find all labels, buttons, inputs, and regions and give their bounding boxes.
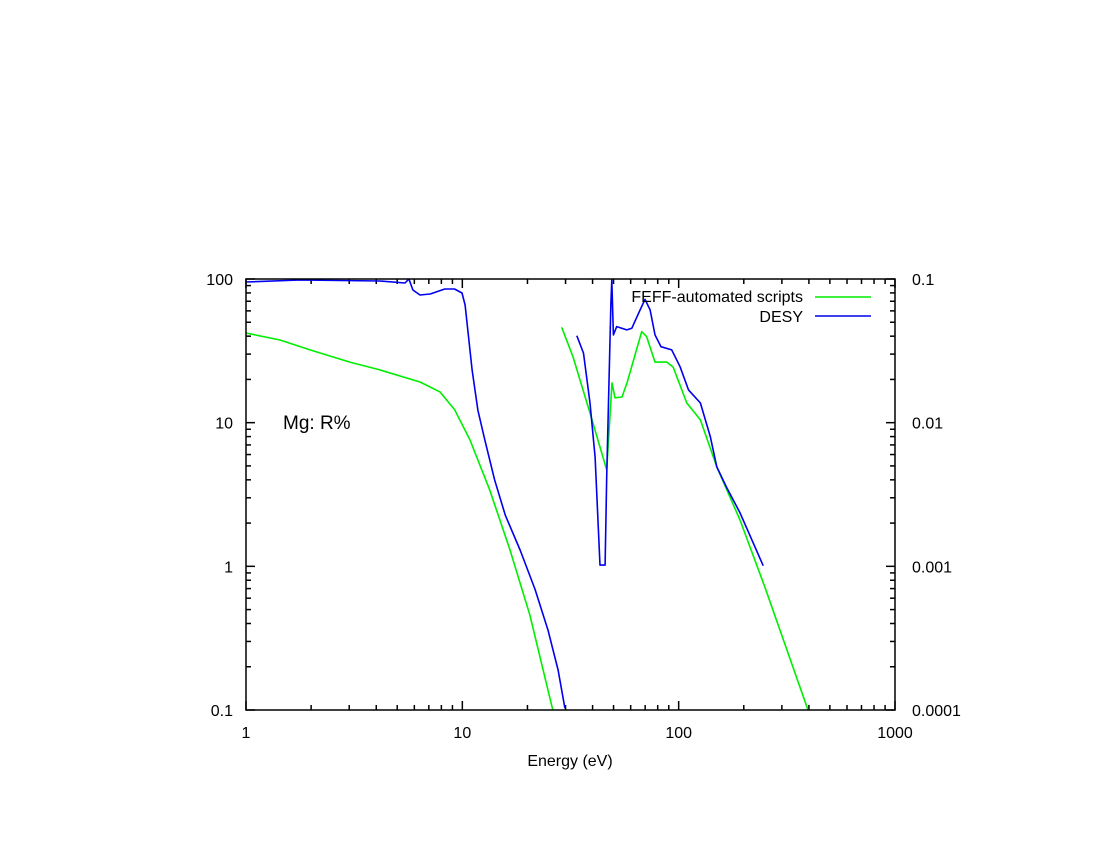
y-tick-label: 10 bbox=[215, 416, 233, 433]
annotation-label: Mg: R% bbox=[283, 413, 351, 434]
y2-tick-label: 0.0001 bbox=[912, 703, 961, 720]
x-tick-label: 100 bbox=[665, 725, 692, 742]
series-line-desy-segment-1 bbox=[576, 279, 764, 567]
axis-ticks bbox=[245, 278, 896, 711]
plot-frame bbox=[245, 278, 896, 711]
x-tick-label: 1 bbox=[242, 725, 251, 742]
legend-label-feff: FEFF-automated scripts bbox=[631, 289, 803, 306]
y2-tick-label: 0.1 bbox=[912, 272, 934, 289]
y2-tick-label: 0.01 bbox=[912, 416, 943, 433]
x-axis-label: Energy (eV) bbox=[527, 753, 612, 770]
legend: FEFF-automated scripts DESY bbox=[631, 289, 871, 326]
series-lines bbox=[246, 279, 809, 710]
legend-label-desy: DESY bbox=[759, 309, 803, 326]
y-tick-label: 1 bbox=[224, 559, 233, 576]
series-line-desy-segment-0 bbox=[246, 279, 566, 709]
y-tick-label: 100 bbox=[206, 272, 233, 289]
series-line-feff-segment-0 bbox=[246, 332, 554, 710]
tick-labels: 1 10 100 1000 0.1 1 10 100 0.0001 0.001 0.01 0.1 bbox=[206, 272, 961, 742]
x-tick-label: 1000 bbox=[877, 725, 913, 742]
x-tick-label: 10 bbox=[453, 725, 471, 742]
y2-tick-label: 0.001 bbox=[912, 559, 952, 576]
y-tick-label: 0.1 bbox=[211, 703, 233, 720]
